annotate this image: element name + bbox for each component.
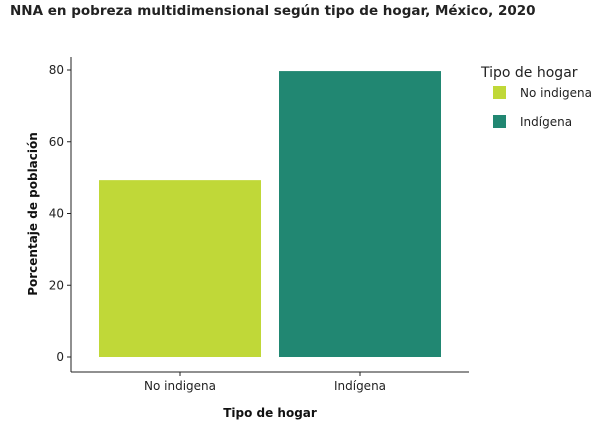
y-tick-label-80: 80: [49, 63, 64, 77]
x-tick-label-1: No indigena: [144, 379, 216, 393]
x-axis-title: Tipo de hogar: [223, 406, 317, 420]
legend: Tipo de hogar No indigena Indígena: [480, 65, 592, 129]
y-axis-title: Porcentaje de población: [26, 132, 40, 296]
legend-swatch-2: [493, 115, 506, 128]
x-tick-label-2: Indígena: [334, 379, 386, 393]
legend-entries: No indigena Indígena: [493, 86, 592, 129]
y-tick-label-60: 60: [49, 135, 64, 149]
y-tick-label-40: 40: [49, 207, 64, 221]
legend-title: Tipo de hogar: [480, 65, 578, 81]
legend-label-1: No indigena: [520, 86, 592, 100]
bars-group: [99, 71, 441, 358]
y-tick-label-20: 20: [49, 278, 64, 292]
y-axis-ticks: 0 20 40 60 80: [49, 63, 71, 364]
bar-2: [279, 71, 441, 358]
legend-label-2: Indígena: [520, 115, 572, 129]
bar-1: [99, 180, 261, 357]
legend-swatch-1: [493, 86, 506, 99]
chart-title: NNA en pobreza multidimensional según ti…: [10, 3, 536, 19]
y-tick-label-0: 0: [56, 350, 64, 364]
x-axis-ticks: No indigena Indígena: [144, 372, 386, 393]
